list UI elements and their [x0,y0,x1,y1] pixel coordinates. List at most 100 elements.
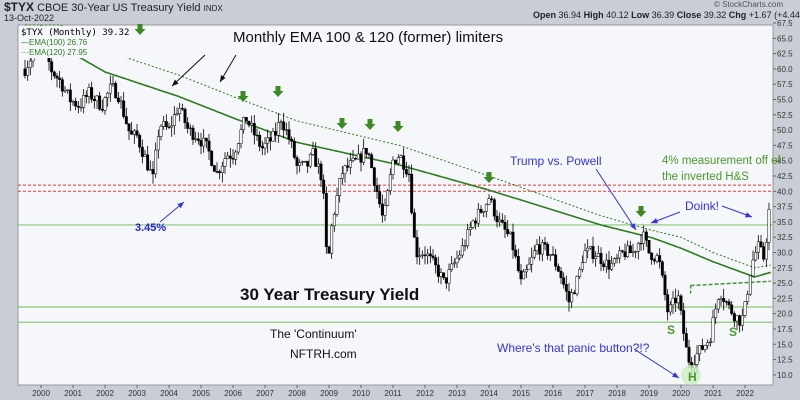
candle-down [666,294,670,313]
y-tick-label: 32.5 [777,233,793,242]
candle-down [402,155,406,170]
candle-down [247,121,251,126]
candle-down [375,185,379,192]
high-value: 40.12 [606,10,629,20]
candle-up [586,247,590,252]
candle-down [554,254,558,267]
site-annotation: NFTRH.com [290,347,357,361]
candle-up [418,255,422,258]
candle-down [68,89,72,103]
candle-up [26,67,30,76]
shoulder-left-label: S [667,323,675,337]
y-tick-label: 57.5 [777,80,793,89]
candle-up [348,160,352,168]
candle-down [290,138,294,142]
candle-down [410,174,414,213]
candle-down [650,252,654,260]
candle-up [527,263,531,270]
candle-up [175,113,179,115]
candle-up [476,208,480,224]
candle-down [407,173,411,176]
high-label: High [583,10,604,20]
panic-arrow-arrowhead-icon [672,372,679,378]
candle-down [295,157,299,166]
candle-down [50,61,54,73]
y-tick-label: 60.0 [777,65,793,74]
candle-up [484,203,488,212]
candle-down [90,87,94,100]
candle-down [732,313,736,322]
candle-up [743,301,747,316]
candle-down [244,117,248,122]
candle-down [663,274,667,295]
candle-down [260,146,264,149]
candle-up [466,229,470,246]
y-tick-label: 47.5 [777,141,793,150]
panic-annotation: Where's that panic button?!? [497,341,650,355]
candle-up [234,151,238,160]
close-label: Close [676,10,702,20]
candle-down [151,169,155,175]
down-arrow-icon [237,91,249,102]
y-tick-label: 25.0 [777,279,793,288]
candle-down [255,134,259,137]
candle-down [679,295,683,311]
limiters-annotation: Monthly EMA 100 & 120 (former) limiters [233,29,503,46]
candle-up [119,100,123,103]
candle-up [351,158,355,161]
candle-up [548,254,552,256]
candle-down [492,199,496,217]
candle-down [490,198,494,200]
trump-arrow-line [595,168,637,231]
candle-up [266,137,270,144]
candle-down [268,137,272,142]
trump-annotation: Trump vs. Powell [510,154,602,168]
candle-down [207,140,211,152]
candle-down [252,123,256,136]
y-tick-label: 50.0 [777,126,793,135]
candle-down [324,193,328,247]
candle-up [159,126,163,137]
x-tick-label: 2004 [160,389,178,398]
candle-up [108,83,112,94]
candle-down [306,160,310,167]
candle-down [599,253,603,265]
x-tick-label: 2008 [288,389,306,398]
candle-up [458,254,462,259]
title-annotation: 30 Year Treasury Yield [240,285,419,304]
candle-up [540,242,544,255]
plot-area [17,24,774,386]
candle-down [519,270,523,280]
legend-price: $TYX (Monthly) 39.32 [21,28,129,38]
x-tick-label: 2017 [576,389,594,398]
candle-up [756,241,760,253]
candle-down [759,241,763,247]
candle-up [223,158,227,167]
y-tick-label: 17.5 [777,325,793,334]
candle-up [711,317,715,343]
candle-up [87,87,91,97]
y-tick-label: 65.0 [777,34,793,43]
candle-up [220,165,224,174]
x-tick-label: 2020 [672,389,690,398]
candle-down [210,150,214,166]
candle-down [282,121,286,131]
candle-down [423,254,427,257]
ema120-line [25,24,771,269]
candle-down [479,208,483,213]
candle-up [471,220,475,228]
candle-down [412,212,416,238]
candle-down [354,158,358,160]
candle-up [386,190,390,206]
candle-down [199,140,203,147]
candle-down [114,83,118,99]
y-tick-label: 40.0 [777,187,793,196]
x-tick-label: 2000 [32,389,50,398]
candle-up [63,89,67,92]
candle-down [628,245,632,254]
candle-up [311,148,315,155]
candle-down [116,97,120,103]
candle-down [607,259,611,270]
pct-arrow-arrowhead-icon [177,202,184,209]
candle-up [330,225,334,254]
